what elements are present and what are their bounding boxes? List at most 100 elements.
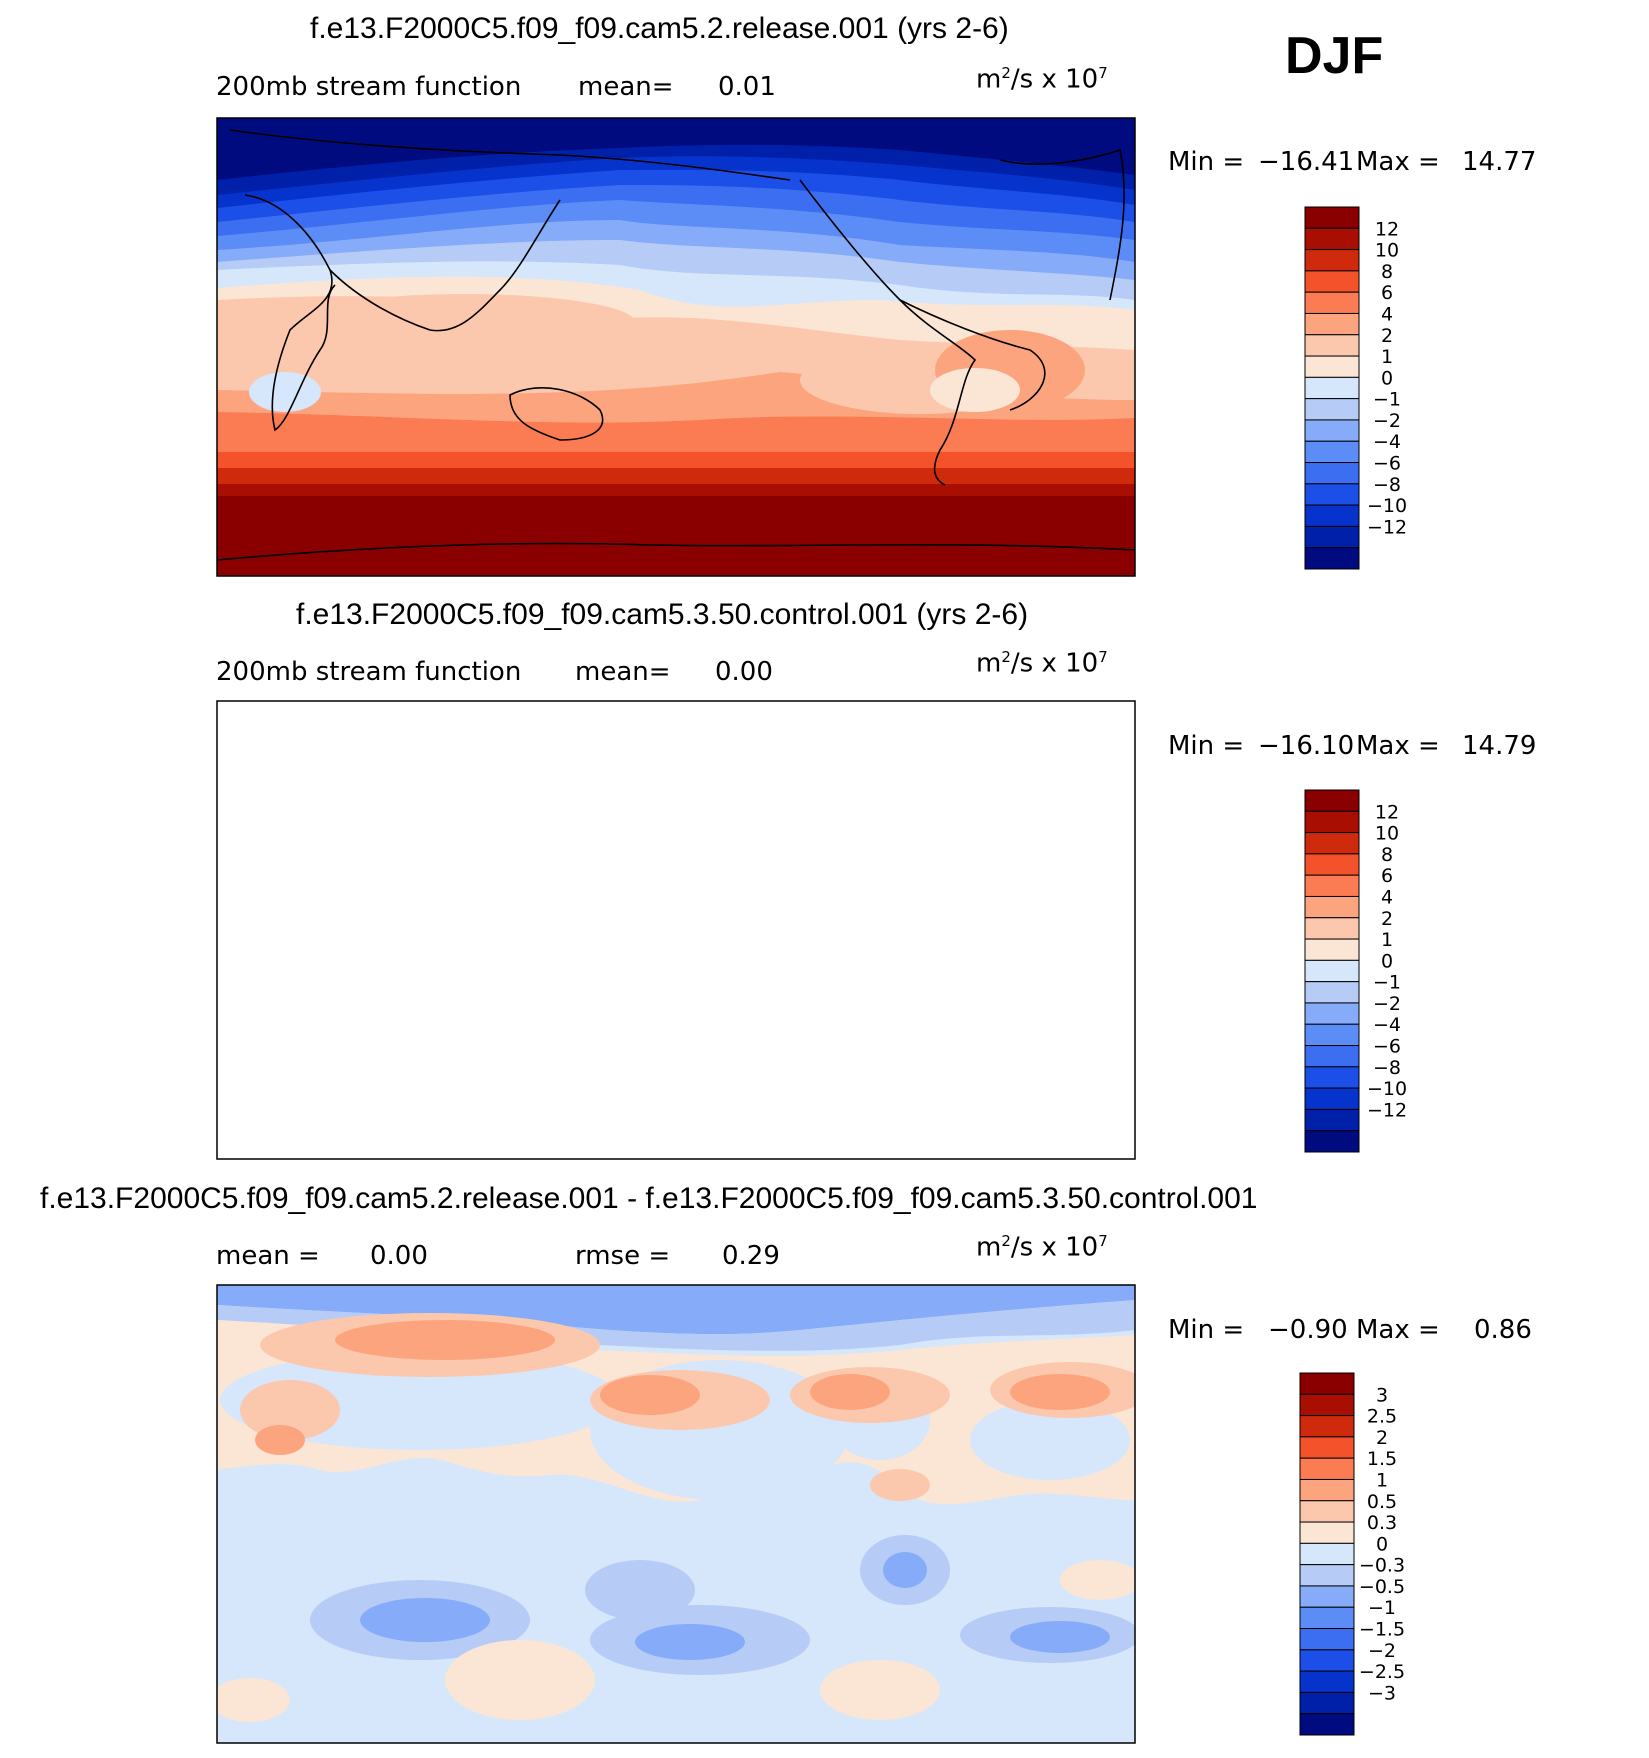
colorbar-tick-label: 0.3 bbox=[1367, 1512, 1397, 1534]
panel-2-max-label: Max = bbox=[1356, 731, 1440, 761]
colorbar-tick-label: 0 bbox=[1376, 1533, 1388, 1555]
colorbar-swatch bbox=[1299, 1585, 1355, 1608]
colorbar-tick-label: 0.5 bbox=[1367, 1491, 1397, 1513]
colorbar-tick-label: −4 bbox=[1373, 1014, 1401, 1036]
panel-2-min-value: −16.10 bbox=[1258, 731, 1355, 761]
colorbar-tick-label: −10 bbox=[1367, 1078, 1407, 1100]
colorbar-tick-label: −4 bbox=[1373, 431, 1401, 453]
panel-3-rmse-value: 0.29 bbox=[722, 1241, 780, 1271]
panel-2-mean-value: 0.00 bbox=[715, 657, 773, 687]
colorbar-tick-label: −6 bbox=[1373, 453, 1401, 475]
colorbar-tick-label: 6 bbox=[1381, 865, 1393, 887]
panel-1-max-label: Max = bbox=[1356, 147, 1440, 177]
panel-2-units: m2/s x 107 bbox=[976, 648, 1108, 679]
colorbar-tick-label: −12 bbox=[1367, 1099, 1407, 1121]
colorbar-swatch bbox=[1299, 1628, 1355, 1651]
panel-1-max-value: 14.77 bbox=[1462, 147, 1537, 177]
colorbar-swatch bbox=[1299, 1649, 1355, 1672]
colorbar-tick-label: −8 bbox=[1373, 1057, 1401, 1079]
colorbar-swatch bbox=[1299, 1691, 1355, 1715]
panel-1-frame bbox=[216, 117, 1136, 577]
colorbar-swatch bbox=[1299, 1478, 1355, 1502]
colorbar-swatch bbox=[1299, 1521, 1355, 1544]
panel-2-mean-label: mean= bbox=[575, 657, 671, 687]
colorbar-tick-label: −12 bbox=[1367, 516, 1407, 538]
panel-1-mean-value: 0.01 bbox=[718, 72, 776, 102]
colorbar-tick-label: 8 bbox=[1381, 261, 1393, 283]
colorbar-swatch bbox=[1304, 1130, 1360, 1153]
panel-1-field-label: 200mb stream function bbox=[216, 72, 522, 102]
colorbar-tick-label: −0.5 bbox=[1359, 1576, 1405, 1598]
panel-2-field-label: 200mb stream function bbox=[216, 657, 522, 687]
panel-2-frame bbox=[216, 700, 1136, 1160]
colorbar-tick-label: −1 bbox=[1368, 1597, 1396, 1619]
colorbar-swatch bbox=[1299, 1500, 1355, 1523]
colorbar-tick-label: −6 bbox=[1373, 1036, 1401, 1058]
panel-3-mean-label: mean = bbox=[216, 1241, 320, 1271]
panel-3-title: f.e13.F2000C5.f09_f09.cam5.2.release.001… bbox=[40, 1182, 1258, 1215]
panel-1-contours bbox=[217, 118, 1135, 576]
colorbar-tick-label: −8 bbox=[1373, 474, 1401, 496]
panel-2-title: f.e13.F2000C5.f09_f09.cam5.3.50.control.… bbox=[296, 598, 1029, 631]
colorbar-swatch bbox=[1304, 547, 1360, 570]
panel-1-coastlines bbox=[217, 129, 1135, 561]
colorbar-tick-label: 10 bbox=[1375, 823, 1399, 845]
colorbar-tick-label: −2 bbox=[1373, 993, 1401, 1015]
panel-3-max-value: 0.86 bbox=[1474, 1315, 1532, 1345]
colorbar-swatch bbox=[1299, 1606, 1355, 1630]
colorbar-swatch bbox=[1299, 1393, 1355, 1417]
colorbar-tick-label: 3 bbox=[1376, 1384, 1388, 1406]
panel-3-rmse-label: rmse = bbox=[575, 1241, 671, 1271]
colorbar-swatch bbox=[1299, 1457, 1355, 1480]
colorbar-tick-label: −1 bbox=[1373, 972, 1401, 994]
panel-3-min-label: Min = bbox=[1168, 1315, 1245, 1345]
panel-2-max-value: 14.79 bbox=[1462, 731, 1537, 761]
colorbar-tick-label: 1 bbox=[1381, 929, 1393, 951]
colorbar-swatch bbox=[1299, 1436, 1355, 1459]
colorbar-tick-label: 0 bbox=[1381, 950, 1393, 972]
colorbar-tick-label: 8 bbox=[1381, 844, 1393, 866]
colorbar-tick-label: −2 bbox=[1368, 1640, 1396, 1662]
colorbar-tick-label: −3 bbox=[1368, 1682, 1396, 1704]
colorbar-tick-label: −10 bbox=[1367, 495, 1407, 517]
panel-1-title: f.e13.F2000C5.f09_f09.cam5.2.release.001… bbox=[310, 12, 1009, 45]
colorbar-tick-label: 0 bbox=[1381, 367, 1393, 389]
colorbar-swatch bbox=[1299, 1415, 1355, 1438]
colorbar-tick-label: 1 bbox=[1376, 1469, 1388, 1491]
colorbar-tick-label: 12 bbox=[1375, 218, 1399, 240]
colorbar-tick-label: −1.5 bbox=[1359, 1619, 1405, 1641]
colorbar-tick-label: 2 bbox=[1381, 908, 1393, 930]
colorbar-swatch bbox=[1299, 1542, 1355, 1566]
panel-1-mean-label: mean= bbox=[578, 72, 674, 102]
colorbar-tick-label: 6 bbox=[1381, 282, 1393, 304]
panel-3-mean-value: 0.00 bbox=[370, 1241, 428, 1271]
colorbar-swatch bbox=[1299, 1372, 1355, 1395]
colorbar-tick-label: −0.3 bbox=[1359, 1555, 1405, 1577]
colorbar-tick-label: −2.5 bbox=[1359, 1661, 1405, 1683]
colorbar-tick-label: 12 bbox=[1375, 801, 1399, 823]
colorbar-tick-label: 2.5 bbox=[1367, 1406, 1397, 1428]
panel-3-units: m2/s x 107 bbox=[976, 1232, 1108, 1263]
panel-1-units: m2/s x 107 bbox=[976, 64, 1108, 95]
colorbar-tick-label: 1.5 bbox=[1367, 1448, 1397, 1470]
panel-3-min-value: −0.90 bbox=[1268, 1315, 1348, 1345]
colorbar-tick-label: −1 bbox=[1373, 389, 1401, 411]
colorbar-tick-label: 10 bbox=[1375, 240, 1399, 262]
colorbar-tick-label: 2 bbox=[1376, 1427, 1388, 1449]
colorbar-swatch bbox=[1299, 1564, 1355, 1587]
season-label: DJF bbox=[1285, 27, 1384, 85]
colorbar-tick-label: −2 bbox=[1373, 410, 1401, 432]
colorbar-tick-label: 4 bbox=[1381, 303, 1393, 325]
colorbar-tick-label: 4 bbox=[1381, 886, 1393, 908]
panel-3-frame bbox=[216, 1284, 1136, 1744]
colorbar-tick-label: 2 bbox=[1381, 325, 1393, 347]
panel-3-max-label: Max = bbox=[1356, 1315, 1440, 1345]
panel-3-contours bbox=[217, 1285, 1135, 1743]
panel-1-min-label: Min = bbox=[1168, 147, 1245, 177]
panel-2-min-label: Min = bbox=[1168, 731, 1245, 761]
